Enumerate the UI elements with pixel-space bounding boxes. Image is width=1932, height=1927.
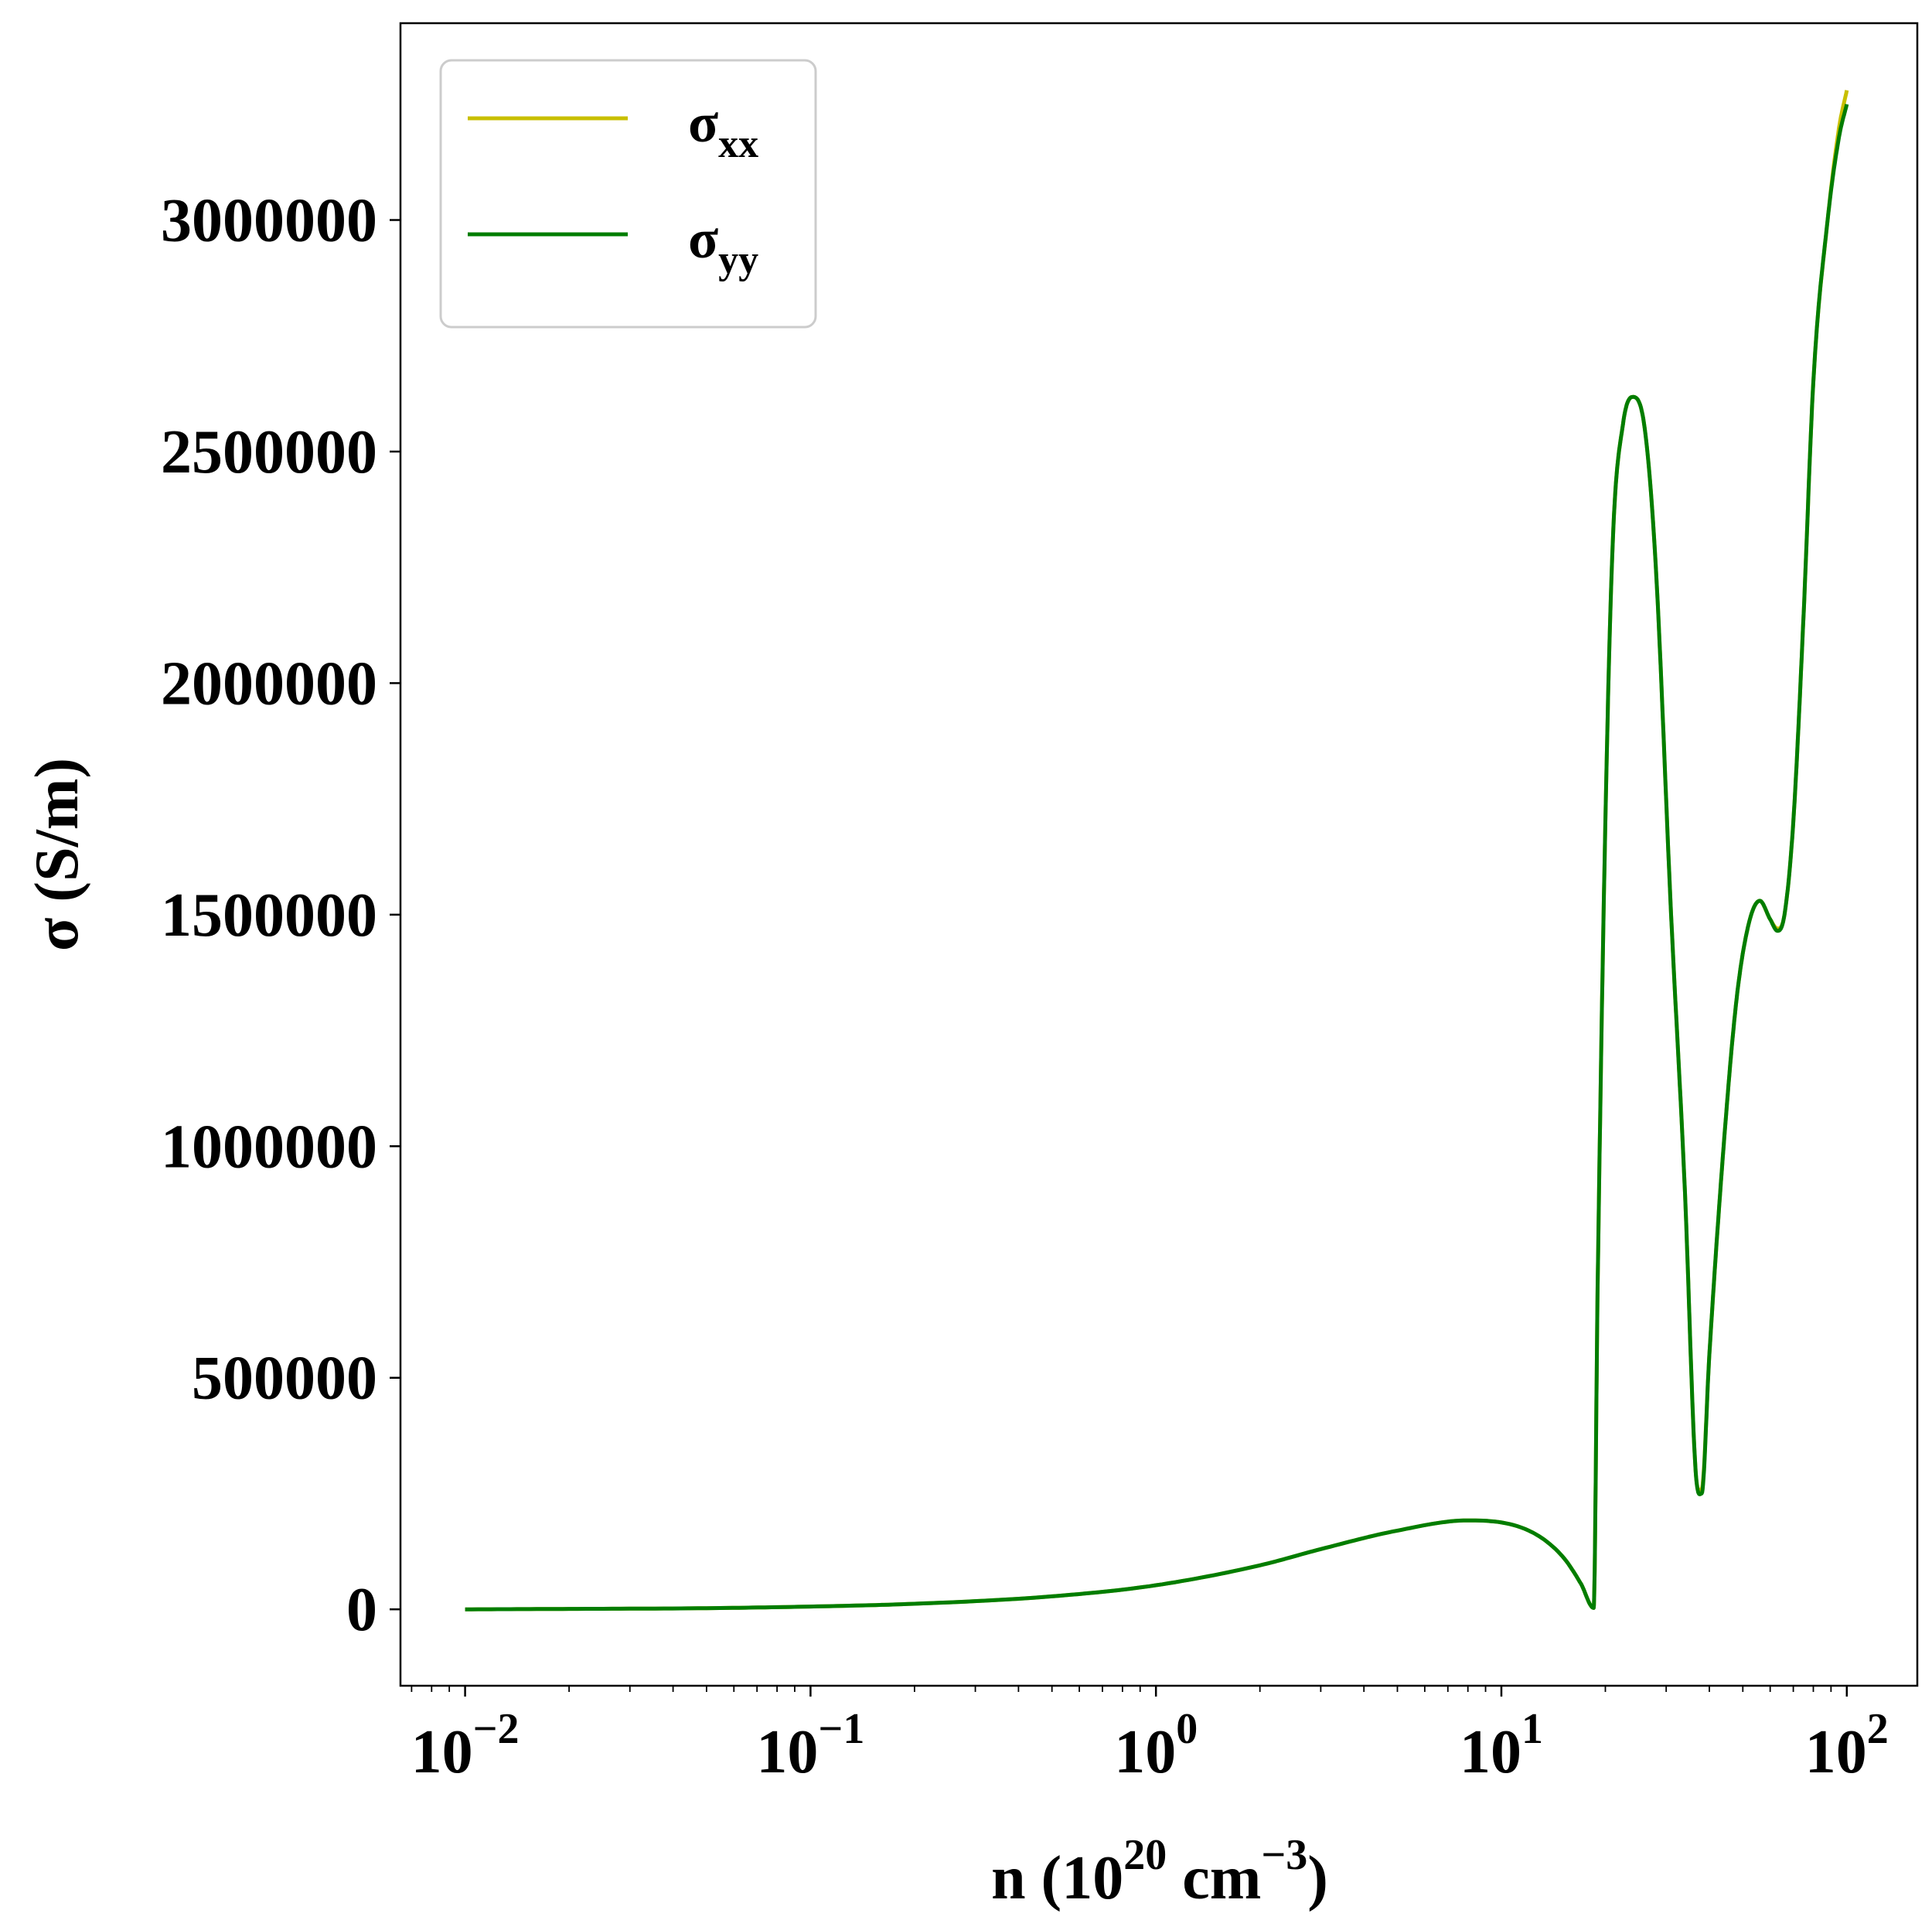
y-tick-label: 2000000 — [161, 650, 377, 718]
x-tick-label: 102 — [1805, 1705, 1889, 1786]
y-tick-label: 3000000 — [161, 187, 377, 255]
x-tick-label: 10−2 — [411, 1705, 520, 1786]
series-layer — [465, 90, 1849, 1612]
series-line-sigma-yy — [465, 104, 1849, 1612]
x-tick-label: 100 — [1114, 1705, 1198, 1786]
y-tick-label: 500000 — [192, 1345, 377, 1413]
y-tick-label: 1500000 — [161, 882, 377, 950]
y-tick-label: 2500000 — [161, 418, 377, 486]
legend-label-sigma-xx: σxx — [688, 92, 758, 166]
y-tick-label: 1000000 — [161, 1113, 377, 1181]
x-tick-label: 10−1 — [756, 1705, 864, 1786]
axis-ticks: 0 500000 1000000 1500000 2000000 2500000 30000… — [161, 187, 1889, 1786]
x-axis-label-exp-20: 20 — [1123, 1831, 1167, 1879]
x-axis-label-unit: cm — [1167, 1844, 1261, 1912]
x-axis-label: n (1020 cm−3) — [991, 1831, 1328, 1912]
legend-frame — [439, 59, 817, 329]
x-axis-label-main: n (10 — [991, 1844, 1123, 1912]
legend: σxx σyy — [439, 59, 817, 329]
legend-label-sigma-yy: σyy — [688, 208, 758, 282]
x-tick-label: 101 — [1460, 1705, 1543, 1786]
y-axis-label: σ (S/m) — [23, 758, 91, 951]
y-tick-label: 0 — [346, 1576, 377, 1644]
x-axis-label-exp-minus3: −3 — [1261, 1831, 1307, 1879]
x-axis-label-close: ) — [1307, 1844, 1328, 1912]
